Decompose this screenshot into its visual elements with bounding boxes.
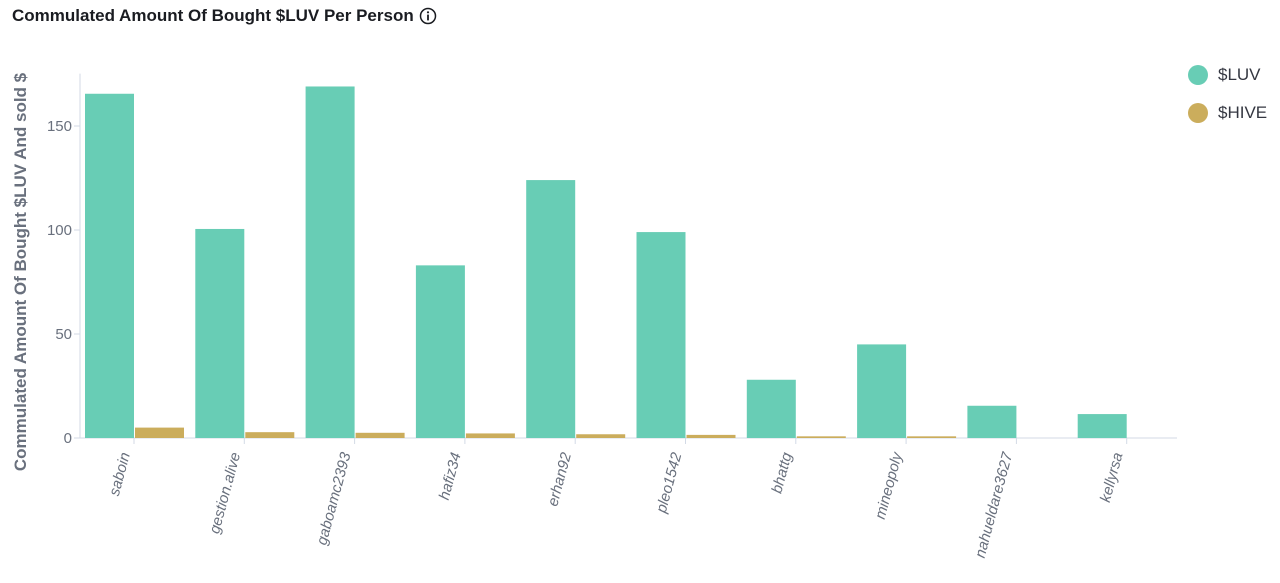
chart-title-text: Commulated Amount Of Bought $LUV Per Per…	[12, 6, 414, 25]
bar-hive-gestion.alive[interactable]	[245, 432, 295, 438]
legend-item-hive[interactable]: $HIVE	[1188, 94, 1267, 132]
x-tick-label: bhattg	[768, 450, 795, 495]
bar-hive-hafiz34[interactable]	[465, 433, 515, 438]
legend-swatch-luv	[1188, 65, 1208, 85]
bar-luv-gestion.alive[interactable]	[195, 228, 245, 438]
bar-hive-pleo1542[interactable]	[686, 434, 736, 438]
bar-hive-gaboamc2393[interactable]	[355, 432, 405, 438]
x-tick-label: erhan92	[544, 450, 575, 508]
bar-luv-gaboamc2393[interactable]	[305, 86, 355, 438]
bar-luv-bhattg[interactable]	[746, 379, 796, 438]
bar-hive-bhattg[interactable]	[796, 436, 846, 438]
y-tick-label: 150	[47, 118, 72, 135]
bar-hive-saboin[interactable]	[135, 427, 184, 438]
legend: $LUV $HIVE	[1188, 56, 1267, 132]
x-tick-label: pleo1542	[653, 450, 686, 516]
y-axis-label: Commulated Amount Of Bought $LUV And sol…	[11, 72, 30, 471]
x-tick-label: hafiz34	[436, 451, 465, 502]
x-tick-label: gestion.alive	[206, 451, 244, 536]
bar-hive-mineopoly[interactable]	[907, 436, 957, 438]
y-tick-label: 100	[47, 222, 72, 239]
legend-label-hive: $HIVE	[1218, 103, 1268, 122]
y-tick-label: 50	[55, 326, 72, 343]
bar-luv-hafiz34[interactable]	[415, 265, 465, 438]
bar-luv-kellyrsa[interactable]	[1077, 414, 1127, 438]
bar-luv-mineopoly[interactable]	[857, 344, 907, 438]
legend-swatch-hive	[1188, 103, 1208, 123]
legend-item-luv[interactable]: $LUV	[1188, 56, 1267, 94]
legend-label-luv: $LUV	[1218, 65, 1261, 84]
chart-title: Commulated Amount Of Bought $LUV Per Per…	[12, 6, 437, 26]
y-tick-label: 0	[64, 430, 72, 447]
bar-luv-saboin[interactable]	[85, 93, 134, 438]
bar-luv-erhan92[interactable]	[526, 180, 576, 438]
bar-hive-erhan92[interactable]	[576, 434, 626, 438]
bar-luv-pleo1542[interactable]	[636, 232, 686, 438]
x-tick-label: kellyrsa	[1097, 451, 1127, 505]
info-icon[interactable]	[419, 7, 437, 25]
x-tick-label: nahueldare3627	[972, 450, 1017, 560]
x-tick-label: saboin	[106, 451, 134, 498]
bar-luv-nahueldare3627[interactable]	[967, 405, 1017, 438]
x-tick-label: mineopoly	[872, 449, 907, 521]
x-tick-label: gaboamc2393	[313, 450, 354, 547]
